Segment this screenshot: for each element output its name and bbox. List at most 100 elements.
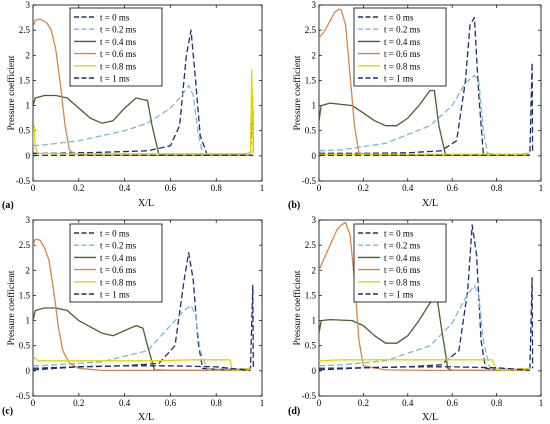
series-line-2 [33, 84, 254, 155]
legend-entry: t = 0 ms [384, 13, 414, 23]
y-axis-label: Pressure coefficient [6, 270, 17, 345]
x-tick-label: 0 [31, 398, 36, 408]
y-tick-label: 1.5 [19, 75, 31, 85]
legend: t = 0 ms t = 0.2 ms t = 0.4 ms t = 0.6 ms t … [69, 223, 163, 303]
x-tick-label: 0 [317, 183, 322, 193]
x-tick-label: 0.6 [165, 398, 177, 408]
legend-entry: t = 0.8 ms [384, 277, 421, 287]
legend-entry: t = 0.2 ms [384, 25, 421, 35]
y-tick-label: 2 [312, 265, 317, 275]
panel-label: (b) [288, 200, 300, 211]
x-tick-label: 0.8 [211, 398, 223, 408]
x-tick-label: 0.4 [402, 398, 414, 408]
series-line-4 [33, 238, 251, 372]
legend-entry: t = 0.8 ms [384, 61, 421, 71]
y-tick-label: 3 [312, 215, 317, 225]
series-line-5 [319, 359, 530, 371]
legend-entry: t = 0.6 ms [384, 265, 421, 275]
x-tick-label: 0.6 [165, 183, 177, 193]
y-tick-label: 0.5 [305, 126, 317, 136]
series-line-3 [33, 94, 254, 157]
legend-entry: t = 0 ms [100, 13, 130, 23]
legend-entry: t = 0.4 ms [100, 253, 137, 263]
legend-entry: t = 1 ms [100, 290, 130, 300]
x-tick-label: 0 [317, 398, 322, 408]
series-line-1 [319, 224, 534, 370]
legend-entry: t = 1 ms [384, 290, 414, 300]
y-tick-label: -0.5 [16, 176, 31, 186]
y-tick-label: 1.5 [19, 290, 31, 300]
y-tick-label: 0 [26, 366, 31, 376]
y-tick-label: 1.5 [305, 290, 317, 300]
series-line-3 [319, 294, 530, 372]
y-tick-label: 2.5 [19, 25, 31, 35]
x-axis-label: X/L [138, 198, 154, 209]
x-tick-label: 0.2 [73, 183, 84, 193]
chart-panel-1: 0 0.2 0.4 0.6 0.8 1-0.500.511.522.53X/LPressu… [2, 0, 264, 211]
plot-frame [318, 219, 542, 397]
x-tick-label: 0.8 [211, 183, 223, 193]
x-tick-label: 0.2 [73, 398, 84, 408]
y-axis-label: Pressure coefficient [292, 270, 303, 345]
series-line-6 [33, 365, 251, 372]
legend-entry: t = 0.6 ms [384, 49, 421, 59]
legend-box [353, 7, 447, 87]
panel-label: (c) [2, 406, 13, 417]
legend: t = 0 ms t = 0.2 ms t = 0.4 ms t = 0.6 ms t … [353, 7, 447, 87]
x-axis-label: X/L [422, 198, 438, 209]
legend-box [69, 7, 163, 87]
y-tick-label: 2 [26, 265, 31, 275]
panel-label: (a) [2, 200, 14, 211]
y-tick-label: 0.5 [19, 341, 31, 351]
y-tick-label: 1 [312, 101, 317, 111]
y-tick-label: -0.5 [302, 391, 317, 401]
x-tick-label: 0.2 [358, 398, 369, 408]
y-tick-label: 1 [312, 316, 317, 326]
y-tick-label: 1 [26, 101, 31, 111]
y-tick-label: 0 [26, 151, 31, 161]
y-tick-label: 0.5 [305, 341, 317, 351]
y-tick-label: -0.5 [16, 391, 31, 401]
series-line-1 [33, 29, 254, 155]
y-tick-label: 3 [312, 0, 317, 10]
series-group [33, 18, 254, 157]
y-tick-label: 3 [26, 0, 31, 10]
x-tick-label: 0.2 [358, 183, 369, 193]
y-tick-label: -0.5 [302, 176, 317, 186]
y-tick-label: 2.5 [19, 240, 31, 250]
y-tick-label: 2 [26, 50, 31, 60]
plot-frame [32, 4, 263, 182]
y-tick-label: 3 [26, 215, 31, 225]
legend-entry: t = 0.6 ms [100, 49, 137, 59]
y-tick-label: 0 [312, 366, 317, 376]
y-tick-label: 2.5 [305, 240, 317, 250]
series-line-2 [33, 304, 251, 370]
legend-entry: t = 1 ms [100, 74, 130, 84]
series-line-5 [33, 355, 251, 371]
x-tick-label: 0.4 [402, 183, 414, 193]
x-tick-label: 0.4 [119, 398, 131, 408]
y-tick-label: 0.5 [19, 126, 31, 136]
y-tick-label: 0 [312, 151, 317, 161]
series-group [319, 8, 534, 157]
legend-entry: t = 0.2 ms [100, 25, 137, 35]
x-tick-label: 1 [539, 398, 544, 408]
chart-panel-4: 0 0.2 0.4 0.6 0.8 1-0.500.511.522.53X/LPressu… [288, 215, 543, 423]
x-tick-label: 0.4 [119, 183, 131, 193]
legend-entry: t = 0.8 ms [100, 277, 137, 287]
legend: t = 0 ms t = 0.2 ms t = 0.4 ms t = 0.6 ms t … [69, 7, 163, 87]
legend-entry: t = 1 ms [384, 74, 414, 84]
legend-entry: t = 0 ms [100, 229, 130, 239]
y-tick-label: 1.5 [305, 75, 317, 85]
x-axis-label: X/L [138, 412, 154, 423]
x-tick-label: 1 [539, 183, 544, 193]
chart-panel-3: 0 0.2 0.4 0.6 0.8 1-0.500.511.522.53X/LPressu… [2, 215, 264, 423]
legend-entry: t = 0.8 ms [100, 61, 137, 71]
plot-frame [32, 219, 263, 397]
x-tick-label: 1 [260, 183, 265, 193]
x-tick-label: 0.6 [447, 398, 459, 408]
x-tick-label: 0.6 [447, 183, 459, 193]
plot-frame [318, 4, 542, 182]
legend-entry: t = 0.4 ms [100, 37, 137, 47]
legend-box [69, 223, 163, 303]
